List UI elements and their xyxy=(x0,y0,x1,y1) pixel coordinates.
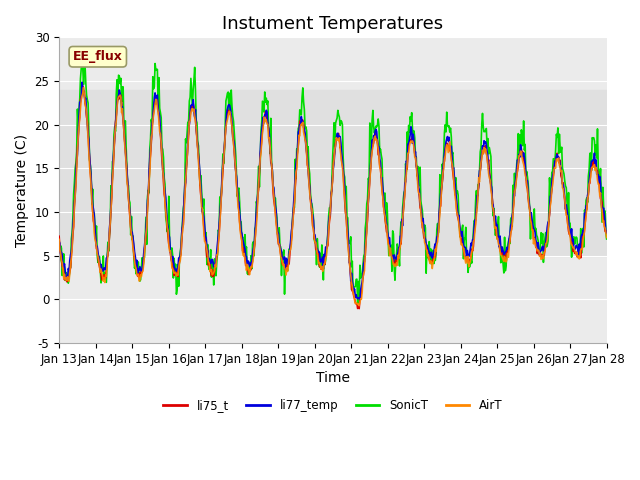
SonicT xyxy=(401,188,409,193)
Line: SonicT: SonicT xyxy=(59,63,607,304)
AirT xyxy=(603,235,611,240)
li75_t xyxy=(65,273,73,278)
SonicT xyxy=(122,145,130,151)
li77_temp xyxy=(207,261,214,266)
li75_t xyxy=(79,84,86,89)
Line: li77_temp: li77_temp xyxy=(59,82,607,300)
Y-axis label: Temperature (C): Temperature (C) xyxy=(15,133,29,247)
AirT xyxy=(178,236,186,241)
li75_t xyxy=(401,189,409,195)
li77_temp xyxy=(78,79,86,85)
Text: EE_flux: EE_flux xyxy=(73,50,123,63)
li75_t xyxy=(178,239,186,245)
Line: AirT: AirT xyxy=(59,87,607,306)
li77_temp xyxy=(178,230,186,236)
Title: Instument Temperatures: Instument Temperatures xyxy=(222,15,444,33)
Legend: li75_t, li77_temp, SonicT, AirT: li75_t, li77_temp, SonicT, AirT xyxy=(159,395,507,417)
SonicT xyxy=(354,301,362,307)
AirT xyxy=(401,191,409,196)
li75_t xyxy=(122,156,130,162)
AirT xyxy=(55,237,63,242)
Bar xyxy=(59,90,607,255)
SonicT xyxy=(78,60,86,66)
SonicT xyxy=(178,231,186,237)
AirT xyxy=(79,84,87,90)
AirT xyxy=(65,278,73,284)
li77_temp xyxy=(356,297,364,302)
SonicT xyxy=(55,261,63,267)
li77_temp xyxy=(603,230,611,236)
SonicT xyxy=(207,247,214,252)
SonicT xyxy=(417,198,425,204)
li75_t xyxy=(417,207,425,213)
li75_t xyxy=(603,228,611,234)
AirT xyxy=(122,161,130,167)
Line: li75_t: li75_t xyxy=(59,86,607,309)
li75_t xyxy=(55,233,63,239)
li77_temp xyxy=(55,239,63,244)
X-axis label: Time: Time xyxy=(316,371,350,385)
AirT xyxy=(207,267,214,273)
li75_t xyxy=(207,266,214,272)
li77_temp xyxy=(417,204,425,209)
SonicT xyxy=(603,236,611,242)
AirT xyxy=(355,303,363,309)
li77_temp xyxy=(401,180,409,186)
AirT xyxy=(417,209,425,215)
li77_temp xyxy=(122,158,130,164)
li77_temp xyxy=(65,268,73,274)
SonicT xyxy=(65,276,73,281)
li75_t xyxy=(355,306,363,312)
